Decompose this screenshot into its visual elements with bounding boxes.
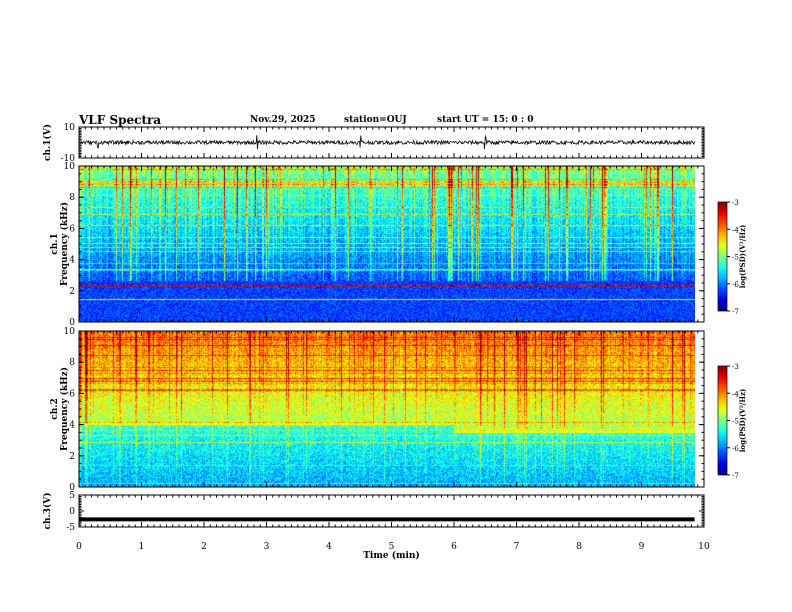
ch1-spectrogram-panel — [79, 166, 695, 322]
x-tick-label: 8 — [576, 542, 582, 552]
y-axis-label-channel: ch.1 — [50, 233, 60, 254]
x-tick-label: 9 — [639, 542, 645, 552]
y-tick-label: 10 — [64, 327, 76, 337]
y-axis-label-frequency: Frequency (kHz) — [59, 367, 70, 451]
colorbar-tick-label: -6 — [732, 281, 739, 289]
colorbar-rect — [717, 365, 728, 476]
y-axis-label-text: ch.3(V) — [42, 493, 53, 530]
ch2-spectrogram-panel — [79, 331, 695, 487]
colorbar-tick-label: -5 — [732, 254, 739, 262]
colorbar: -3 -4 -5 -6 -7 log(PSD)(V²/Hz) — [717, 199, 747, 316]
colorbar-tick-label: -6 — [732, 445, 739, 453]
y-tick-label: 8 — [69, 193, 75, 203]
colorbar-tick-label: -4 — [732, 390, 739, 398]
y-tick-label: 0 — [69, 318, 75, 328]
y-tick-label: 0 — [69, 483, 75, 493]
y-tick-label: 0 — [69, 507, 75, 517]
chart-title: VLF Spectra — [79, 113, 162, 127]
y-tick-label: 4 — [69, 421, 75, 431]
x-tick-label: 0 — [76, 542, 82, 552]
colorbar-tick-label: -7 — [732, 308, 739, 316]
colorbar-rect — [717, 201, 728, 312]
colorbar-tick-label: -3 — [732, 363, 739, 371]
ch1-waveform-trace — [78, 134, 695, 150]
y-tick-label: 4 — [69, 256, 75, 266]
y-tick-label: 8 — [69, 358, 75, 368]
x-tick-label: 5 — [389, 542, 395, 552]
x-tick-label: 1 — [139, 542, 145, 552]
x-tick-label: 7 — [514, 542, 520, 552]
colorbar: -3 -4 -5 -6 -7 log(PSD)(V²/Hz) — [717, 363, 747, 480]
y-tick-label: 10 — [64, 123, 76, 133]
y-tick-label: 6 — [69, 224, 75, 234]
colorbars: -3 -4 -5 -6 -7 log(PSD)(V²/Hz) -3 -4 -5 -6 -7 log(P… — [717, 199, 747, 480]
y-axis-label: ch.1(V) — [42, 124, 53, 161]
y-tick-label: -5 — [66, 523, 75, 533]
y-axis-label-frequency: Frequency (kHz) — [59, 202, 70, 286]
colorbar-tick-label: -3 — [732, 199, 739, 207]
y-tick-label: -10 — [61, 154, 76, 164]
chart-start-time: start UT = 15: 0 : 0 — [437, 115, 534, 125]
y-tick-label: 10 — [64, 162, 76, 172]
x-tick-label: 3 — [264, 542, 270, 552]
y-tick-label: 2 — [69, 287, 75, 297]
colorbar-tick-label: -5 — [732, 418, 739, 426]
y-tick-label: 5 — [69, 491, 75, 501]
y-axis-label: ch.3(V) — [42, 493, 53, 530]
colorbar-tick-label: -7 — [732, 472, 739, 480]
x-axis-label: Time (min) — [363, 550, 420, 561]
y-tick-label: 6 — [69, 389, 75, 399]
chart-station: station=OUJ — [344, 115, 407, 125]
colorbar-label: log(PSD)(V²/Hz) — [738, 389, 747, 453]
colorbar-tick-label: -4 — [732, 226, 739, 234]
ch1-waveform-panel — [78, 134, 695, 150]
colorbar-label: log(PSD)(V²/Hz) — [738, 225, 747, 289]
spectrogram-image — [79, 331, 695, 487]
x-tick-label: 2 — [201, 542, 207, 552]
chart-date: Nov.29, 2025 — [250, 115, 316, 125]
colorbar-label-text: log(PSD)(V²/Hz) — [738, 225, 747, 289]
x-tick-label: 10 — [698, 542, 710, 552]
y-axis-label-text: ch.1(V) — [42, 124, 53, 161]
x-tick-label: 4 — [326, 542, 332, 552]
colorbar-label-text: log(PSD)(V²/Hz) — [738, 389, 747, 453]
y-axis-label-channel: ch.2 — [50, 398, 60, 419]
spectrogram-image — [79, 166, 695, 322]
y-axis-label: ch.1 Frequency (kHz) — [50, 202, 70, 286]
y-tick-label: 2 — [69, 452, 75, 462]
y-axis-label: ch.2 Frequency (kHz) — [50, 367, 70, 451]
x-tick-label: 6 — [451, 542, 457, 552]
